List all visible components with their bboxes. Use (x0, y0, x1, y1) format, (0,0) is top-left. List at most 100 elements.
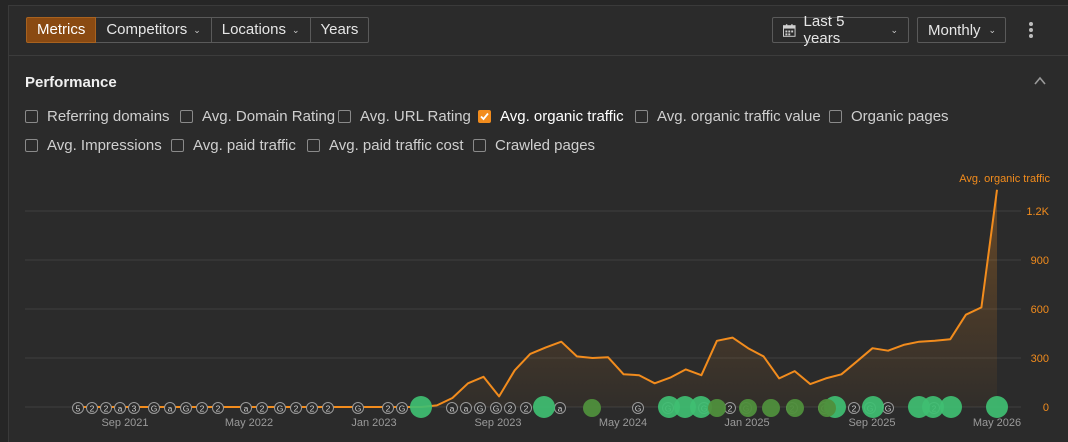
marker-glyph: G (151, 404, 158, 414)
marker-circle (164, 402, 176, 414)
annotation-marker: G (148, 402, 160, 414)
checkbox-icon[interactable] (473, 138, 486, 152)
marker-circle (256, 402, 268, 414)
annotation-dot (762, 399, 780, 417)
x-tick-label: Sep 2023 (474, 417, 521, 429)
annotation-dot (583, 399, 601, 417)
marker-glyph: 2 (216, 404, 221, 414)
marker-glyph: a (244, 404, 249, 414)
more-options-icon[interactable] (1024, 19, 1038, 41)
metric-option[interactable]: Avg. URL Rating (338, 107, 471, 125)
annotation-dot (818, 399, 836, 417)
annotation-marker: G (882, 402, 894, 414)
checkbox-icon[interactable] (307, 138, 320, 152)
metric-option[interactable]: Crawled pages (473, 136, 595, 154)
marker-glyph: 5 (76, 404, 81, 414)
marker-glyph: a (168, 404, 173, 414)
marker-glyph: a (450, 404, 455, 414)
annotation-marker: 2 (306, 402, 318, 414)
y-tick-label: 1.2K (1026, 206, 1049, 218)
annotation-marker: a (114, 402, 126, 414)
metric-option[interactable]: Avg. paid traffic (171, 136, 296, 154)
y-tick-label: 600 (1031, 304, 1049, 316)
annotation-marker: 2 (848, 402, 860, 414)
y-tick-label: 900 (1031, 255, 1049, 267)
checkbox-icon[interactable] (171, 138, 184, 152)
metric-option[interactable]: Avg. paid traffic cost (307, 136, 464, 154)
tab-competitors[interactable]: Competitors ⌄ (96, 17, 212, 43)
annotation-marker: a (554, 402, 566, 414)
metric-label: Avg. Impressions (47, 136, 162, 154)
y-axis-labels: 0 300 600 900 1.2K (1026, 206, 1049, 414)
annotation-dot (862, 396, 884, 418)
checkbox-icon[interactable] (338, 109, 351, 123)
marker-circle (128, 402, 140, 414)
annotation-marker: 5 (72, 402, 84, 414)
marker-circle (504, 402, 516, 414)
annotation-marker: 2 (504, 402, 516, 414)
x-tick-label: Sep 2025 (848, 417, 895, 429)
annotation-dot (533, 396, 555, 418)
metric-label: Avg. organic traffic (500, 107, 624, 125)
toolbar: Metrics Competitors ⌄ Locations ⌄ Years (9, 6, 1068, 56)
marker-circle (290, 402, 302, 414)
annotation-marker: a (460, 402, 472, 414)
annotation-marker: G (180, 402, 192, 414)
series-line (79, 189, 998, 408)
metric-label: Avg. URL Rating (360, 107, 471, 125)
checkbox-icon[interactable] (25, 138, 38, 152)
chevron-down-icon: ⌄ (988, 24, 997, 35)
section-title: Performance (25, 74, 117, 91)
marker-circle (306, 402, 318, 414)
metric-option[interactable]: Avg. organic traffic value (635, 107, 821, 125)
annotation-marker: 2 (256, 402, 268, 414)
marker-circle (396, 402, 408, 414)
marker-glyph: a (558, 404, 563, 414)
marker-circle (212, 402, 224, 414)
marker-circle (382, 402, 394, 414)
marker-glyph: G (885, 404, 892, 414)
annotation-marker: 2 (290, 402, 302, 414)
checkbox-icon[interactable] (25, 109, 38, 123)
y-tick-label: 0 (1043, 402, 1049, 414)
marker-circle (446, 402, 458, 414)
marker-glyph: G (355, 404, 362, 414)
metric-option[interactable]: Avg. Impressions (25, 136, 162, 154)
annotation-dot (739, 399, 757, 417)
date-range-select[interactable]: Last 5 years ⌄ (772, 13, 909, 47)
tab-years[interactable]: Years (310, 17, 370, 43)
annotation-marker: a (240, 402, 252, 414)
metric-option[interactable]: Organic pages (829, 107, 949, 125)
tab-metrics[interactable]: Metrics (26, 17, 97, 43)
marker-glyph: 2 (852, 404, 857, 414)
metric-option[interactable]: Avg. Domain Rating (180, 107, 335, 125)
metric-label: Avg. paid traffic (193, 136, 296, 154)
marker-glyph: 2 (386, 404, 391, 414)
marker-circle (196, 402, 208, 414)
chevron-up-icon[interactable] (1033, 74, 1047, 88)
marker-circle (352, 402, 364, 414)
date-range-value: Last 5 years (803, 13, 845, 47)
checkbox-icon[interactable] (180, 109, 193, 123)
tab-locations[interactable]: Locations ⌄ (211, 17, 311, 43)
granularity-select[interactable]: Monthly ⌄ (917, 17, 1006, 43)
annotation-dot (658, 396, 680, 418)
marker-glyph: G (183, 404, 190, 414)
annotation-dot (986, 396, 1008, 418)
marker-glyph: 2 (728, 404, 733, 414)
view-tabs: Metrics Competitors ⌄ Locations ⌄ Years (26, 17, 370, 43)
marker-glyph: 2 (294, 404, 299, 414)
metric-option[interactable]: Referring domains (25, 107, 170, 125)
tab-label: Competitors (106, 21, 188, 38)
marker-glyph: 2 (326, 404, 331, 414)
annotation-marker: 2 (212, 402, 224, 414)
metric-option[interactable]: Avg. organic traffic (478, 107, 624, 125)
checkbox-checked-icon[interactable] (478, 109, 491, 123)
annotation-marker: a (446, 402, 458, 414)
annotation-dot (690, 396, 712, 418)
marker-circle (490, 402, 502, 414)
checkbox-icon[interactable] (829, 109, 842, 123)
checkbox-icon[interactable] (635, 109, 648, 123)
marker-glyph: 2 (260, 404, 265, 414)
marker-glyph: 2 (508, 404, 513, 414)
